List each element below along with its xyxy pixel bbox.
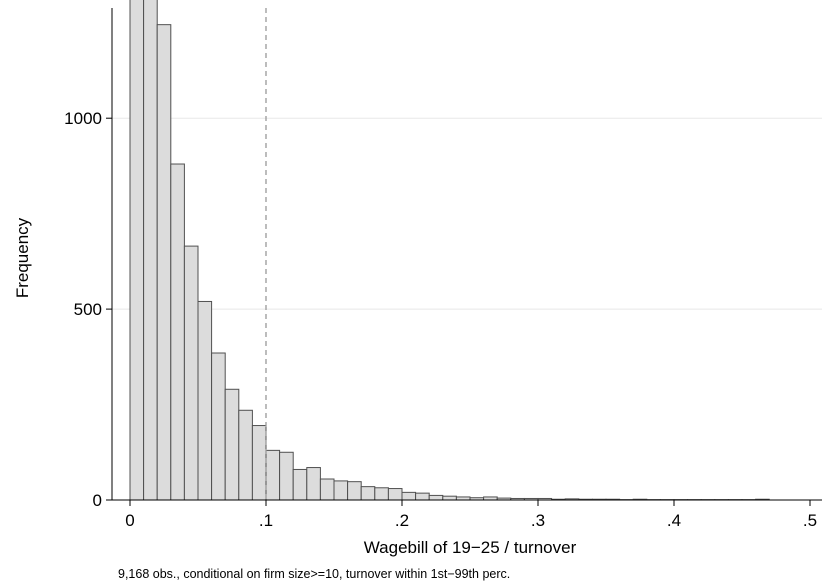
x-tick-label-3: .3 [531,511,545,530]
y-ticks: 05001000150020002500 [64,109,112,510]
y-tick-label-1: 500 [74,300,102,319]
bars [129,0,770,501]
histogram-bar-19 [387,488,403,501]
histogram-bar-20 [401,491,417,501]
histogram-bar-16 [347,481,362,501]
histogram-bar-18 [374,487,389,501]
histogram-bar-14 [319,478,335,501]
histogram-bar-5 [197,300,213,501]
histogram-bar-23 [442,495,457,501]
histogram-bar-13 [306,467,321,501]
histogram-bar-21 [415,492,430,501]
gridlines [112,117,822,310]
histogram-bar-15 [333,480,349,501]
x-tick-label-4: .4 [667,511,681,530]
histogram-bar-11 [279,451,294,501]
histogram-bar-22 [428,494,444,501]
histogram-bar-17 [360,486,376,501]
histogram-bar-0 [129,0,145,501]
histogram-bar-3 [170,163,185,501]
x-tick-label-0: 0 [125,511,134,530]
histogram-bar-12 [292,468,308,501]
histogram-bar-10 [265,449,281,501]
histogram-bar-1 [143,0,158,501]
y-axis-title: Frequency [13,217,32,298]
histogram-bar-4 [183,245,199,501]
y-tick-label-2: 1000 [64,109,102,128]
y-tick-label-0: 0 [93,491,102,510]
histogram-bar-8 [238,409,253,501]
x-tick-label-2: .2 [395,511,409,530]
axes [111,8,822,501]
x-axis-title: Wagebill of 19−25 / turnover [364,538,577,557]
x-tick-label-1: .1 [259,511,273,530]
x-ticks: 0 .1 .2 .3 .4 .5 [125,500,817,530]
histogram-bar-6 [211,352,226,501]
histogram-bar-7 [224,388,240,501]
chart-note: 9,168 obs., conditional on firm size>=10… [118,567,510,581]
histogram-bar-9 [251,425,267,501]
x-tick-label-5: .5 [803,511,817,530]
histogram-bar-2 [156,24,172,501]
